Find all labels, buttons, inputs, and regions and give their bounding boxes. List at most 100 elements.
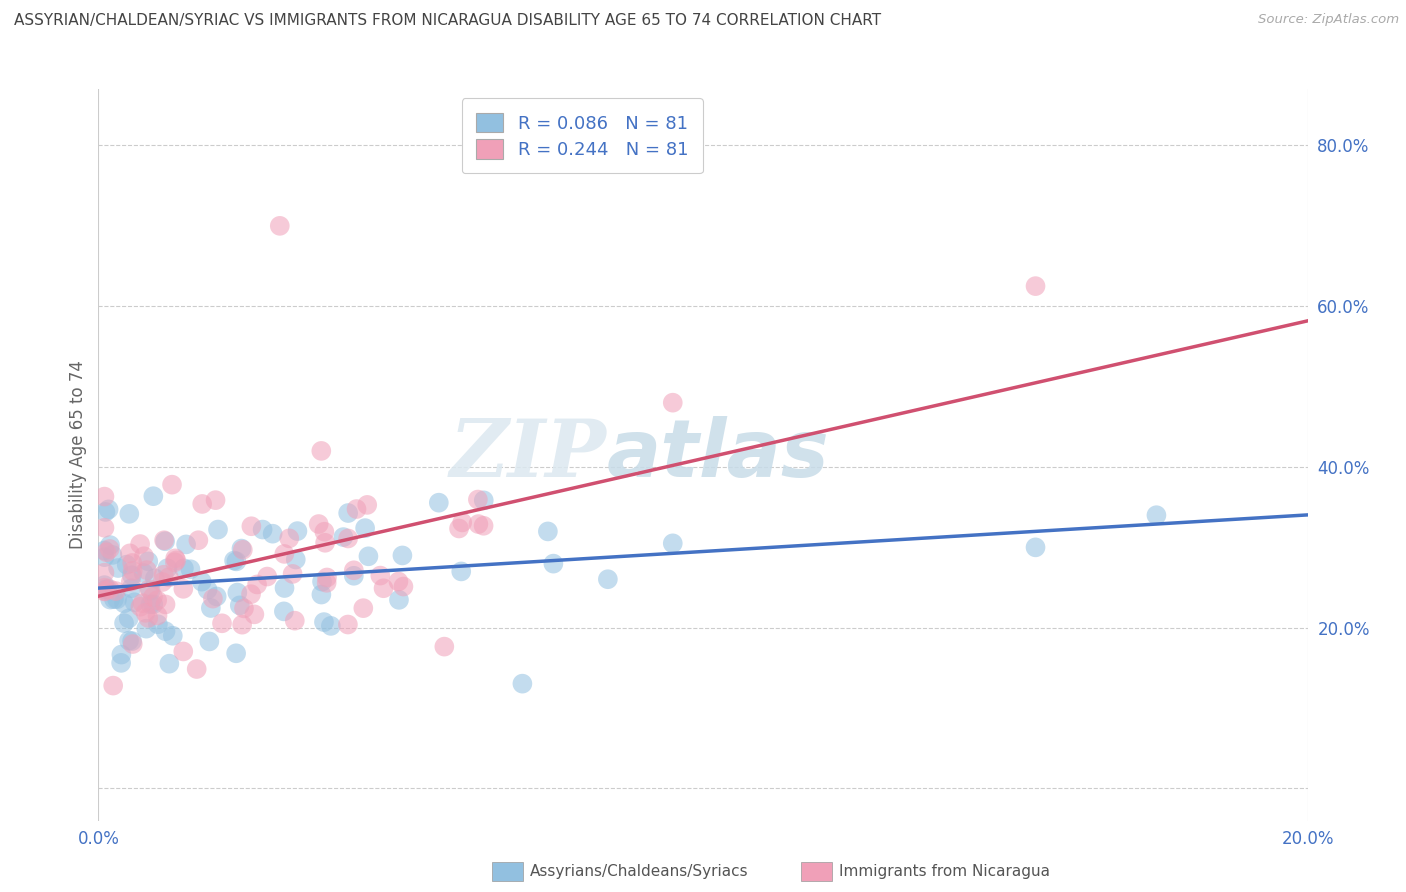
Point xyxy=(311,574,333,589)
Point xyxy=(129,537,152,551)
Point xyxy=(186,662,208,676)
Point xyxy=(146,617,169,632)
Point xyxy=(231,617,253,632)
Point xyxy=(256,569,278,583)
Point xyxy=(136,611,159,625)
Point xyxy=(93,543,115,558)
Point xyxy=(284,552,307,566)
Point xyxy=(319,619,342,633)
Point xyxy=(94,505,117,519)
Text: atlas: atlas xyxy=(606,416,830,494)
Point xyxy=(153,534,176,549)
Point xyxy=(98,538,121,552)
Point xyxy=(146,608,169,623)
Point xyxy=(252,523,274,537)
Point xyxy=(110,648,132,662)
Point xyxy=(93,584,115,599)
Point xyxy=(343,568,366,582)
Point xyxy=(165,553,187,567)
Point xyxy=(120,582,142,596)
Point xyxy=(391,549,413,563)
Point xyxy=(352,601,374,615)
Point xyxy=(472,493,495,508)
Point xyxy=(543,557,565,571)
Point xyxy=(337,506,360,520)
Point xyxy=(138,582,160,597)
Point xyxy=(314,524,336,539)
Point xyxy=(201,591,224,606)
Point xyxy=(156,561,179,575)
Point xyxy=(191,497,214,511)
Point xyxy=(661,395,683,409)
Point xyxy=(98,541,121,556)
Point xyxy=(368,568,391,582)
Point xyxy=(139,597,162,611)
Text: ZIP: ZIP xyxy=(450,417,606,493)
Text: Source: ZipAtlas.com: Source: ZipAtlas.com xyxy=(1258,13,1399,27)
Point xyxy=(312,615,335,629)
Point xyxy=(311,588,333,602)
Point xyxy=(198,634,221,648)
Point xyxy=(121,637,143,651)
Point xyxy=(231,541,253,556)
Point xyxy=(110,656,132,670)
Point xyxy=(447,521,470,535)
Point xyxy=(467,492,489,507)
Point xyxy=(124,595,146,609)
Point xyxy=(287,524,309,538)
Point xyxy=(155,598,177,612)
Point xyxy=(96,545,118,559)
Point xyxy=(225,646,247,660)
Point xyxy=(596,572,619,586)
Point xyxy=(661,536,683,550)
Point xyxy=(146,593,169,607)
Point xyxy=(373,581,395,595)
Point xyxy=(1144,508,1167,523)
Point xyxy=(136,554,159,568)
Point xyxy=(472,518,495,533)
Point xyxy=(427,496,450,510)
Point xyxy=(93,566,115,580)
Text: ASSYRIAN/CHALDEAN/SYRIAC VS IMMIGRANTS FROM NICARAGUA DISABILITY AGE 65 TO 74 CO: ASSYRIAN/CHALDEAN/SYRIAC VS IMMIGRANTS F… xyxy=(14,13,882,29)
Point xyxy=(93,583,115,598)
Legend: R = 0.086   N = 81, R = 0.244   N = 81: R = 0.086 N = 81, R = 0.244 N = 81 xyxy=(461,98,703,173)
Point xyxy=(222,553,245,567)
Point xyxy=(1024,541,1046,555)
Point xyxy=(337,532,360,546)
Point xyxy=(101,548,124,562)
Point xyxy=(112,596,135,610)
Point xyxy=(157,657,180,671)
Point xyxy=(93,550,115,565)
Point xyxy=(103,679,125,693)
Point xyxy=(104,584,127,599)
Point xyxy=(273,604,295,618)
Point xyxy=(314,535,336,549)
Point xyxy=(387,574,409,589)
Point xyxy=(354,521,377,535)
Point xyxy=(115,558,138,572)
Point xyxy=(142,597,165,611)
Point xyxy=(165,551,187,566)
Point xyxy=(129,599,152,614)
Point xyxy=(356,498,378,512)
Point xyxy=(93,521,115,535)
Point xyxy=(205,590,228,604)
Point xyxy=(336,617,359,632)
Point xyxy=(131,596,153,610)
Point xyxy=(132,549,155,564)
Point xyxy=(94,581,117,595)
Point xyxy=(246,577,269,591)
Text: Immigrants from Nicaragua: Immigrants from Nicaragua xyxy=(839,864,1050,879)
Point xyxy=(281,566,304,581)
Point xyxy=(207,523,229,537)
Point xyxy=(273,547,295,561)
Point xyxy=(388,592,411,607)
Point xyxy=(163,555,186,569)
Point xyxy=(343,563,366,577)
Point xyxy=(240,587,263,601)
Point xyxy=(308,516,330,531)
Point xyxy=(187,533,209,548)
Point xyxy=(240,519,263,533)
Point xyxy=(357,549,380,564)
Point xyxy=(118,546,141,560)
